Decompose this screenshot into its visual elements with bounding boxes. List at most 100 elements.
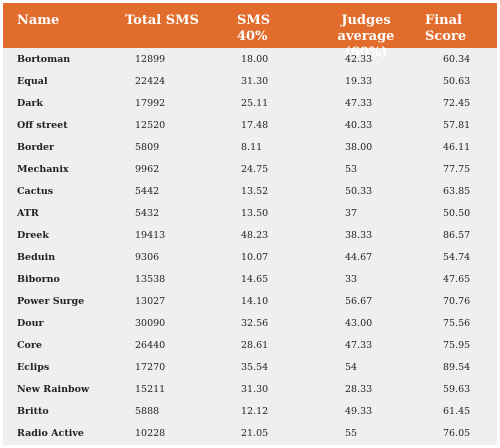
row-name: Beduin — [17, 251, 56, 263]
row-final-score: 89.54 — [443, 361, 471, 373]
row-final-score: 72.45 — [443, 97, 471, 109]
row-sms-percent: 25.11 — [241, 97, 269, 109]
row-name: Core — [17, 339, 42, 351]
row-judges-average: 53 — [345, 163, 358, 175]
row-final-score: 60.34 — [443, 53, 471, 65]
row-total-sms: 5809 — [135, 141, 160, 153]
table-row: Power Surge 13027 14.10 56.67 70.76 — [3, 290, 497, 312]
table-row: Cactus 5442 13.52 50.33 63.85 — [3, 180, 497, 202]
row-final-score: 63.85 — [443, 185, 471, 197]
row-judges-average: 38.33 — [345, 229, 373, 241]
table-row: Core 26440 28.61 47.33 75.95 — [3, 334, 497, 356]
header-total-sms: Total SMS — [125, 13, 199, 28]
row-total-sms: 5442 — [135, 185, 160, 197]
header-judges-average: Judges average (60%) — [307, 3, 419, 60]
row-final-score: 77.75 — [443, 163, 471, 175]
row-total-sms: 15211 — [135, 383, 166, 395]
row-judges-average: 47.33 — [345, 97, 373, 109]
row-final-score: 54.74 — [443, 251, 471, 263]
row-sms-percent: 31.30 — [241, 75, 269, 87]
table-row: Biborno 13538 14.65 33 47.65 — [3, 268, 497, 290]
row-total-sms: 13538 — [135, 273, 166, 285]
table-row: Dreek 19413 48.23 38.33 86.57 — [3, 224, 497, 246]
table-row: Eclips 17270 35.54 54 89.54 — [3, 356, 497, 378]
row-judges-average: 43.00 — [345, 317, 373, 329]
table-row: Dark 17992 25.11 47.33 72.45 — [3, 92, 497, 114]
row-sms-percent: 8.11 — [241, 141, 263, 153]
row-sms-percent: 48.23 — [241, 229, 269, 241]
row-name: Mechanix — [17, 163, 69, 175]
row-sms-percent: 10.07 — [241, 251, 269, 263]
table-row: Radio Active 10228 21.05 55 76.05 — [3, 422, 497, 444]
row-name: Dour — [17, 317, 44, 329]
row-sms-percent: 24.75 — [241, 163, 269, 175]
row-sms-percent: 14.10 — [241, 295, 269, 307]
row-total-sms: 5888 — [135, 405, 160, 417]
row-final-score: 61.45 — [443, 405, 471, 417]
row-sms-percent: 21.05 — [241, 427, 269, 439]
row-judges-average: 47.33 — [345, 339, 373, 351]
header-name: Name — [17, 13, 60, 28]
row-total-sms: 9306 — [135, 251, 160, 263]
row-final-score: 59.63 — [443, 383, 471, 395]
table-row: ATR 5432 13.50 37 50.50 — [3, 202, 497, 224]
row-sms-percent: 13.50 — [241, 207, 269, 219]
table-row: Bortoman 12899 18.00 42.33 60.34 — [3, 48, 497, 70]
row-sms-percent: 17.48 — [241, 119, 269, 131]
header-judges-line1: Judges average — [337, 13, 395, 44]
row-name: Dreek — [17, 229, 49, 241]
row-total-sms: 30090 — [135, 317, 166, 329]
row-sms-percent: 12.12 — [241, 405, 269, 417]
row-name: Border — [17, 141, 55, 153]
row-judges-average: 19.33 — [345, 75, 373, 87]
row-judges-average: 56.67 — [345, 295, 373, 307]
row-name: Bortoman — [17, 53, 71, 65]
row-name: Biborno — [17, 273, 60, 285]
row-final-score: 86.57 — [443, 229, 471, 241]
row-total-sms: 17270 — [135, 361, 166, 373]
header-sms-line1: SMS — [237, 13, 271, 28]
row-judges-average: 37 — [345, 207, 358, 219]
row-final-score: 47.65 — [443, 273, 471, 285]
row-total-sms: 9962 — [135, 163, 160, 175]
row-total-sms: 10228 — [135, 427, 166, 439]
row-judges-average: 44.67 — [345, 251, 373, 263]
row-total-sms: 19413 — [135, 229, 166, 241]
row-judges-average: 40.33 — [345, 119, 373, 131]
header-sms-line2: 40% — [237, 29, 268, 44]
row-judges-average: 38.00 — [345, 141, 373, 153]
row-name: Britto — [17, 405, 49, 417]
row-name: ATR — [17, 207, 39, 219]
row-final-score: 75.56 — [443, 317, 471, 329]
row-total-sms: 12520 — [135, 119, 166, 131]
row-name: Off street — [17, 119, 68, 131]
row-total-sms: 17992 — [135, 97, 166, 109]
row-total-sms: 12899 — [135, 53, 166, 65]
row-name: Dark — [17, 97, 43, 109]
row-judges-average: 33 — [345, 273, 358, 285]
table-header: Name Total SMS SMS 40% Judges average (6… — [3, 3, 497, 60]
row-final-score: 50.50 — [443, 207, 471, 219]
header-sms-percent: SMS 40% — [209, 3, 307, 48]
row-name: New Rainbow — [17, 383, 90, 395]
row-judges-average: 49.33 — [345, 405, 373, 417]
row-total-sms: 26440 — [135, 339, 166, 351]
row-total-sms: 13027 — [135, 295, 166, 307]
table-row: Off street 12520 17.48 40.33 57.81 — [3, 114, 497, 136]
table-body: Bortoman 12899 18.00 42.33 60.34 Equal 22424 31… — [3, 48, 497, 444]
table-row: Border 5809 8.11 38.00 46.11 — [3, 136, 497, 158]
row-sms-percent: 18.00 — [241, 53, 269, 65]
row-sms-percent: 28.61 — [241, 339, 269, 351]
row-sms-percent: 31.30 — [241, 383, 269, 395]
table-row: New Rainbow 15211 31.30 28.33 59.63 — [3, 378, 497, 400]
row-judges-average: 55 — [345, 427, 358, 439]
table-row: Equal 22424 31.30 19.33 50.63 — [3, 70, 497, 92]
row-name: Power Surge — [17, 295, 85, 307]
table-row: Britto 5888 12.12 49.33 61.45 — [3, 400, 497, 422]
row-final-score: 50.63 — [443, 75, 471, 87]
header-judges-line2: (60%) — [344, 45, 388, 60]
table-row: Dour 30090 32.56 43.00 75.56 — [3, 312, 497, 334]
row-name: Cactus — [17, 185, 54, 197]
row-judges-average: 28.33 — [345, 383, 373, 395]
row-sms-percent: 14.65 — [241, 273, 269, 285]
